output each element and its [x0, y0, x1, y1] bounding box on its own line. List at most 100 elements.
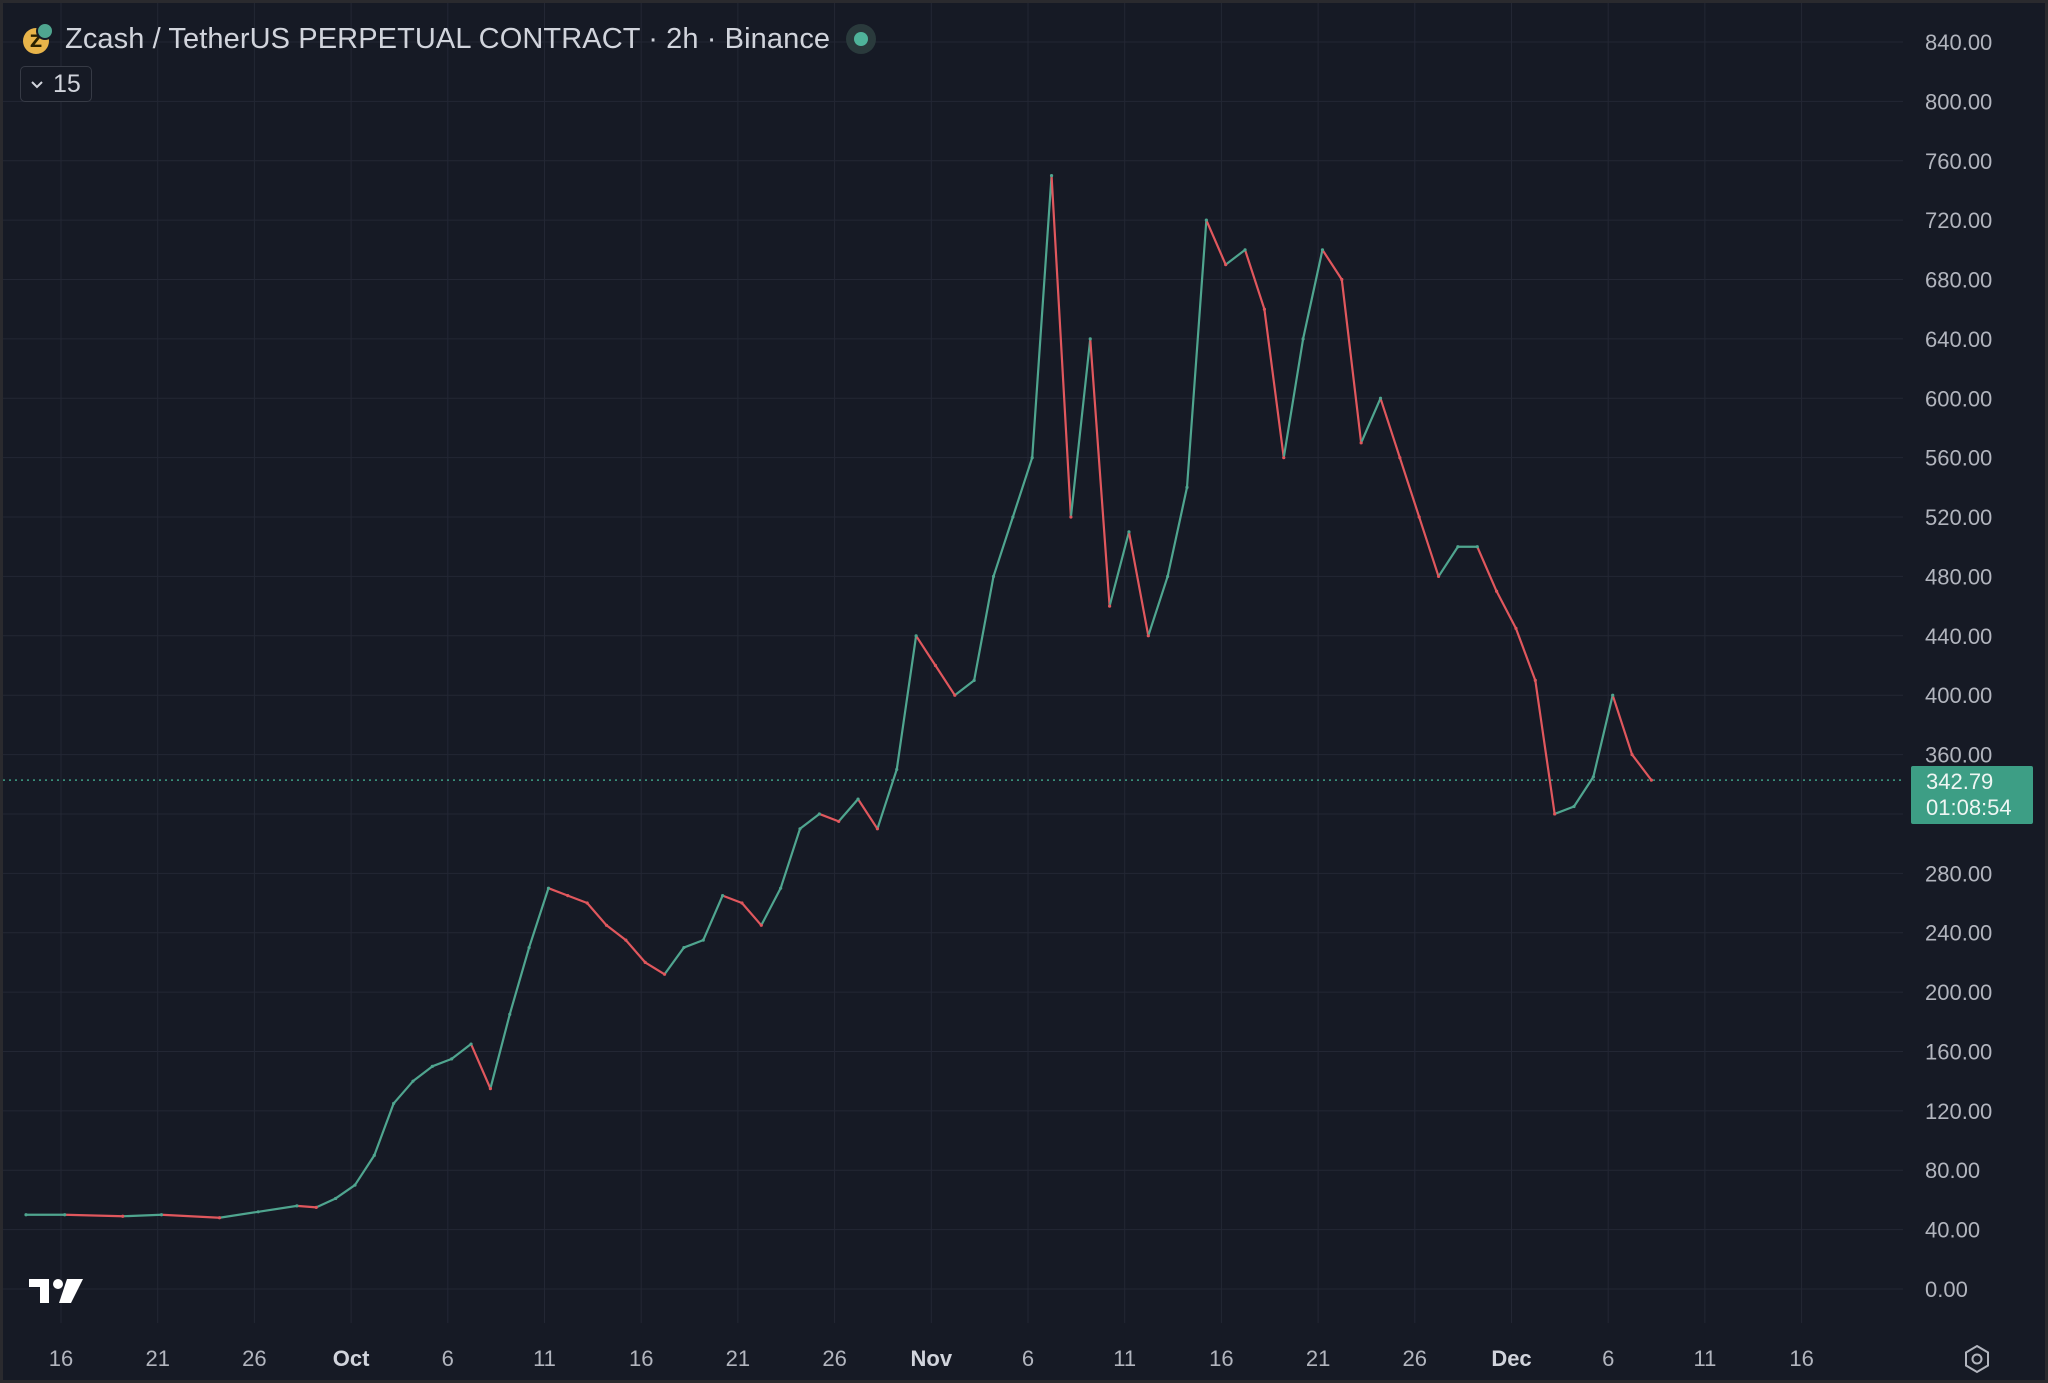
- indicators-collapse-button[interactable]: 15: [20, 66, 92, 102]
- price-segment: [1243, 248, 1266, 311]
- time-axis[interactable]: 16 21 26 Oct 6 11 16 21 26 Nov 6 11 16 21 26 Dec 6 11 16: [49, 1346, 1814, 1371]
- time-tick-label: 11: [1693, 1346, 1716, 1371]
- price-point: [701, 938, 705, 942]
- time-tick-label: 16: [1209, 1346, 1233, 1371]
- price-point: [1243, 248, 1247, 252]
- chart-canvas[interactable]: 840.00800.00760.00720.00680.00640.00600.…: [3, 3, 2045, 1380]
- price-segment: [1514, 627, 1537, 682]
- price-point: [1591, 775, 1595, 779]
- price-point: [488, 1086, 492, 1091]
- price-segment: [1301, 248, 1324, 341]
- price-segment: [895, 634, 918, 771]
- price-tick-label: 240.00: [1925, 921, 1992, 946]
- price-segment: [257, 1204, 298, 1213]
- price-point: [63, 1213, 67, 1217]
- time-tick-label: 16: [1789, 1346, 1813, 1371]
- price-point: [759, 923, 763, 927]
- price-tick-label: 120.00: [1925, 1099, 1992, 1124]
- price-tick-label: 720.00: [1925, 208, 1992, 233]
- price-segment: [353, 1154, 376, 1187]
- price-point: [1572, 804, 1576, 809]
- market-status-icon[interactable]: [846, 24, 877, 54]
- price-point: [1378, 396, 1383, 400]
- price-series[interactable]: [24, 174, 1653, 1220]
- price-point: [1456, 545, 1460, 549]
- price-point: [1166, 574, 1170, 579]
- price-segment: [1340, 278, 1363, 444]
- price-point: [837, 819, 841, 823]
- price-point: [1475, 545, 1479, 549]
- price-segment: [779, 827, 802, 890]
- price-segment: [876, 768, 898, 830]
- price-axis[interactable]: 840.00 800.00 760.00 720.00 680.00 640.00 600.…: [1925, 30, 1992, 1302]
- price-tick-label: 640.00: [1925, 327, 1992, 352]
- price-segment: [1321, 248, 1343, 281]
- time-tick-label: 11: [1113, 1346, 1136, 1371]
- price-point: [527, 945, 531, 950]
- price-point: [411, 1079, 415, 1083]
- price-point: [392, 1101, 396, 1106]
- price-point: [1398, 456, 1402, 460]
- price-point: [1127, 530, 1131, 534]
- price-point: [295, 1204, 299, 1208]
- price-tick-label: 0.00: [1925, 1277, 1968, 1302]
- chart-header: Z Zcash / TetherUS PERPETUAL CONTRACT · …: [21, 19, 877, 59]
- price-segment: [992, 515, 1014, 578]
- time-tick-label: Dec: [1491, 1346, 1531, 1371]
- price-segment: [818, 812, 840, 823]
- price-segment: [450, 1042, 473, 1060]
- price-segment: [1437, 545, 1460, 578]
- price-point: [1224, 263, 1228, 267]
- price-tick-label: 360.00: [1925, 743, 1992, 768]
- price-tick-label: 40.00: [1925, 1218, 1980, 1243]
- chart-settings-icon[interactable]: [1961, 1343, 1993, 1375]
- price-tick-label: 280.00: [1925, 861, 1992, 886]
- price-point: [662, 972, 667, 976]
- price-point: [585, 901, 589, 905]
- price-segment: [1611, 694, 1634, 756]
- price-segment: [295, 1204, 318, 1209]
- chart-window[interactable]: 840.00 800.00 760.00 720.00 680.00 640.00 600.…: [3, 3, 2045, 1380]
- price-segment: [1031, 174, 1053, 459]
- price-segment: [373, 1102, 395, 1157]
- price-segment: [760, 887, 782, 927]
- time-tick-label: 16: [629, 1346, 653, 1371]
- price-segment: [1592, 694, 1614, 778]
- price-point: [1340, 277, 1344, 282]
- price-segment: [953, 679, 976, 697]
- price-point: [1649, 778, 1653, 782]
- price-tick-label: 520.00: [1925, 505, 1992, 530]
- price-segment: [973, 575, 995, 682]
- price-point: [121, 1214, 125, 1218]
- price-segment: [934, 664, 956, 697]
- price-segment: [527, 887, 550, 949]
- price-point: [914, 634, 918, 638]
- price-segment: [1398, 456, 1421, 519]
- price-segment: [702, 894, 724, 942]
- price-tick-label: 840.00: [1925, 30, 1992, 55]
- price-tick-label: 80.00: [1925, 1158, 1980, 1183]
- price-tick-label: 440.00: [1925, 624, 1992, 649]
- price-segment: [1630, 753, 1653, 782]
- price-point: [1417, 515, 1421, 519]
- price-point: [1011, 515, 1015, 519]
- price-segment: [914, 634, 937, 667]
- tradingview-logo-icon[interactable]: [27, 1275, 87, 1311]
- price-point: [1282, 456, 1286, 460]
- time-tick-label: 6: [1602, 1346, 1614, 1371]
- price-segment: [1108, 530, 1131, 608]
- price-segment: [63, 1213, 124, 1218]
- price-point: [1262, 307, 1266, 311]
- price-segment: [547, 887, 569, 897]
- price-point: [1069, 515, 1073, 519]
- price-point: [682, 945, 686, 950]
- price-segment: [566, 894, 589, 905]
- price-segment: [1282, 337, 1305, 459]
- price-point: [372, 1153, 376, 1157]
- symbol-title[interactable]: Zcash / TetherUS PERPETUAL CONTRACT · 2h…: [65, 22, 831, 55]
- price-point: [1611, 693, 1615, 697]
- price-point: [1049, 174, 1054, 178]
- price-segment: [1050, 174, 1073, 519]
- bar-countdown: 01:08:54: [1926, 795, 2012, 820]
- price-segment: [1089, 337, 1111, 608]
